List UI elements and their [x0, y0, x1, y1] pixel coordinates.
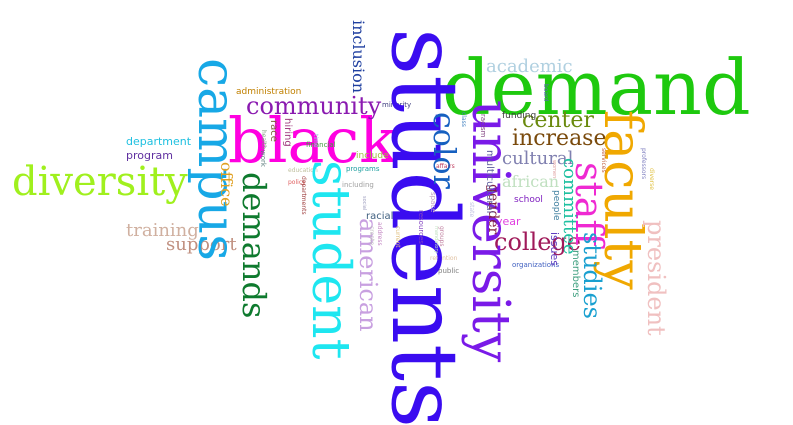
- word-inclusion: inclusion: [349, 20, 368, 94]
- word-programs: programs: [346, 165, 380, 173]
- word-president: president: [642, 220, 670, 336]
- word-departments: departments: [300, 176, 307, 215]
- word-state: state: [468, 202, 475, 218]
- word-include: include: [356, 151, 389, 161]
- word-public: public: [438, 267, 460, 275]
- word-demand: demand: [442, 43, 751, 132]
- word-minority: minority: [382, 101, 412, 109]
- word-education: education: [288, 167, 318, 174]
- word-color: color: [426, 112, 461, 189]
- word-student: student: [300, 160, 360, 360]
- word-time: time: [312, 134, 319, 148]
- word-community: community: [246, 92, 382, 120]
- word-cultural: cultural: [502, 148, 574, 169]
- word-current: current: [394, 226, 401, 248]
- word-college: college: [494, 228, 582, 256]
- word-policy: policy: [288, 179, 306, 186]
- word-professors: professors: [640, 148, 647, 180]
- word-center: center: [522, 108, 594, 133]
- word-demands: demands: [235, 172, 273, 319]
- word-issues: issues: [548, 232, 561, 266]
- word-organizations: organizations: [512, 261, 560, 269]
- word-studies: studies: [578, 232, 606, 319]
- word-members: members: [570, 250, 581, 298]
- word-class: class: [460, 112, 467, 127]
- word-administration: administration: [236, 87, 302, 97]
- word-racial: racial: [366, 211, 394, 222]
- word-african: african: [502, 172, 560, 191]
- word-order: order: [412, 211, 431, 219]
- word-multicultural: multicultural: [484, 150, 495, 214]
- word-create: create: [368, 226, 375, 246]
- word-committee: committee: [559, 158, 580, 255]
- word-women: women: [551, 160, 557, 179]
- word-academic: academic: [486, 56, 573, 77]
- word-office: office: [217, 162, 236, 207]
- word-program: program: [126, 149, 173, 162]
- word-social: social: [361, 196, 367, 211]
- word-school: school: [514, 195, 543, 205]
- word-financial: financial: [306, 141, 336, 149]
- word-space: space: [429, 192, 437, 213]
- word-including: including: [342, 181, 374, 189]
- word-black: black: [228, 104, 397, 177]
- word-hiring: hiring: [282, 118, 293, 147]
- word-diversity: diversity: [12, 159, 188, 205]
- word-department: department: [126, 135, 192, 148]
- word-board: board: [542, 84, 549, 102]
- word-race: race: [268, 120, 279, 142]
- word-increase: increase: [512, 126, 607, 151]
- word-services: services: [600, 148, 607, 173]
- word-affairs: affairs: [436, 163, 455, 170]
- word-health: health: [260, 130, 267, 149]
- word-support: support: [166, 234, 237, 255]
- word-work: work: [259, 150, 267, 167]
- word-retention: retention: [430, 255, 458, 262]
- word-funding: funding: [502, 111, 537, 121]
- word-training: training: [126, 220, 199, 241]
- word-address: address: [376, 222, 383, 246]
- word-racism: racism: [479, 114, 487, 138]
- word-mandatory: mandatory: [433, 226, 439, 254]
- word-people: people: [551, 190, 561, 221]
- word-resources: resources: [417, 210, 425, 244]
- word-diverse: diverse: [648, 168, 655, 191]
- word-year: year: [496, 215, 521, 228]
